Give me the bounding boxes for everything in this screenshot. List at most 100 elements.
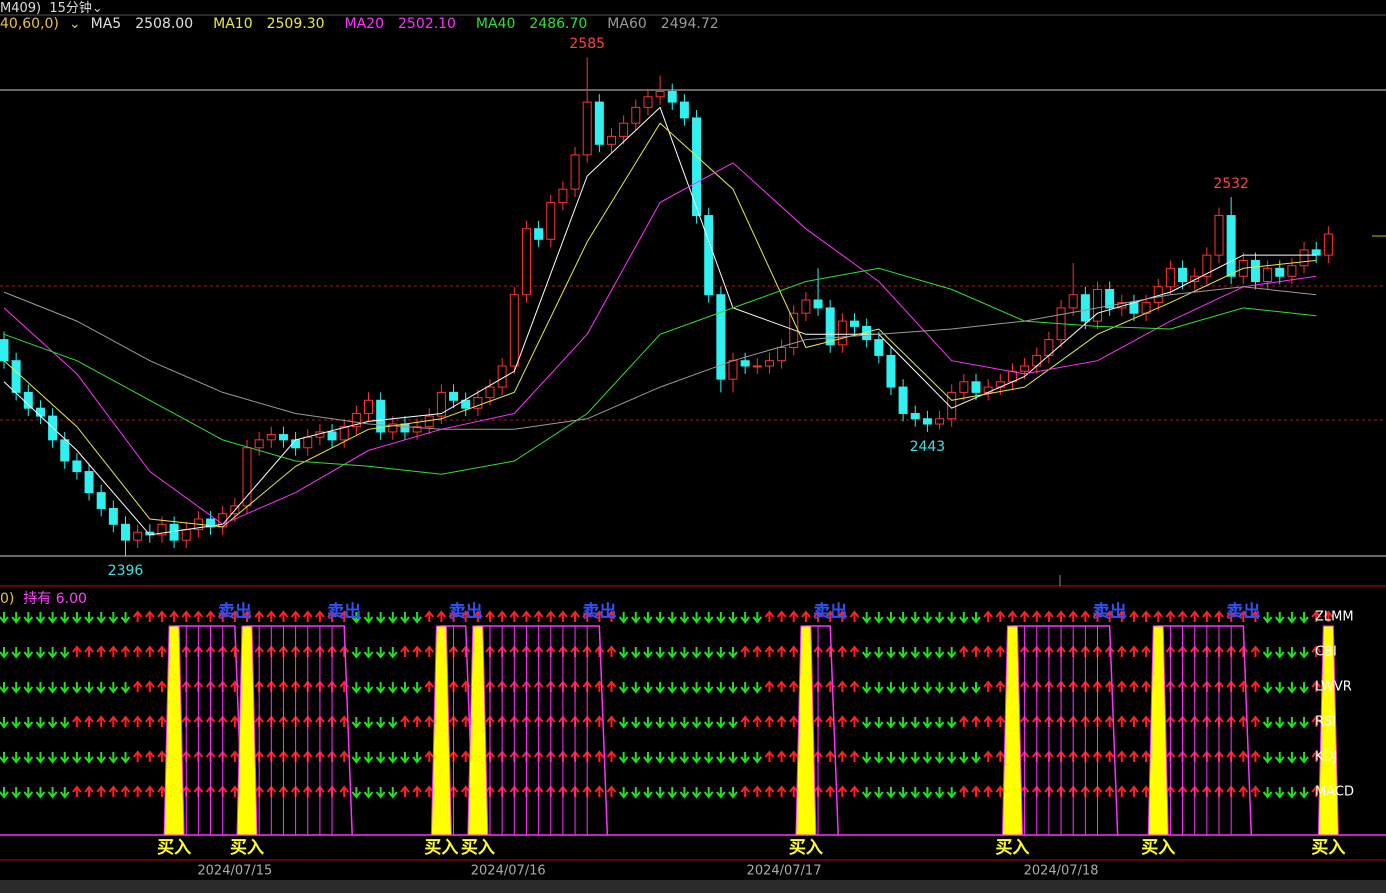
buy-bar	[1001, 625, 1023, 836]
legend-value: 2486.70	[529, 16, 588, 32]
ma-line	[3, 162, 1317, 525]
signal-down	[84, 682, 94, 694]
candle-body	[11, 360, 21, 393]
signal-up	[424, 750, 435, 762]
signal-down	[910, 647, 921, 659]
signal-down	[23, 717, 34, 729]
candle-body	[922, 418, 932, 425]
signal-up	[606, 785, 617, 797]
signal-down	[922, 682, 933, 694]
buy-label: 买入	[789, 838, 823, 858]
legend-name: MA5	[90, 16, 122, 32]
dropdown[interactable]: ⌄	[91, 1, 103, 16]
signal-down	[886, 787, 896, 799]
signal-down	[23, 682, 34, 694]
signal-up	[1177, 610, 1188, 622]
signal-down	[72, 612, 82, 624]
buy-bar	[467, 625, 489, 836]
signal-down	[728, 647, 738, 659]
signal-down	[1274, 682, 1285, 694]
signal-up	[242, 610, 252, 622]
signal-down	[59, 787, 70, 799]
signal-down	[0, 717, 9, 729]
signal-up	[1117, 750, 1127, 762]
candle-body	[121, 523, 130, 541]
params[interactable]: 40,60,0) ⌄	[0, 16, 81, 32]
signal-down	[351, 717, 362, 729]
signal-down	[874, 787, 884, 799]
signal-up	[1238, 610, 1249, 622]
signal-up	[157, 750, 167, 762]
signal-down	[618, 682, 629, 694]
signal-up	[849, 645, 860, 657]
signal-down	[375, 787, 386, 799]
candle-body	[376, 399, 386, 433]
signal-up	[460, 785, 471, 797]
signal-down	[728, 787, 738, 799]
signal-down	[728, 682, 738, 694]
signal-down	[400, 612, 410, 624]
signal-up	[132, 680, 143, 692]
signal-down	[388, 682, 398, 694]
signal-down	[412, 682, 422, 694]
signal-down	[11, 752, 21, 764]
candle-body	[558, 188, 568, 203]
signal-up	[193, 610, 204, 622]
signal-up	[594, 645, 605, 657]
signal-down	[643, 612, 653, 624]
signal-down	[11, 612, 21, 624]
signal-up	[460, 645, 471, 657]
x-tick-label: 2024/07/17	[747, 864, 822, 879]
signal-up	[400, 645, 410, 657]
signal-up	[971, 645, 981, 657]
signal-down	[11, 787, 21, 799]
holding: 持有 6.00	[23, 591, 87, 607]
signal-up	[983, 715, 993, 727]
candle-body	[971, 381, 981, 393]
signal-down	[898, 717, 908, 729]
signal-up	[315, 610, 325, 622]
signal-down	[631, 647, 641, 659]
signal-down	[655, 752, 665, 764]
signal-down	[363, 752, 374, 764]
signal-down	[703, 682, 714, 694]
signal-up	[764, 785, 775, 797]
signal-up	[740, 785, 750, 797]
candle-body	[777, 347, 787, 362]
signal-up	[1250, 785, 1261, 797]
signal-up	[1189, 610, 1200, 622]
period[interactable]: 15分钟	[49, 1, 92, 16]
candle-body	[23, 391, 33, 409]
signal-down	[667, 647, 678, 659]
signal-up	[545, 610, 556, 622]
signal-down	[47, 647, 58, 659]
signal-row-label: LWVR	[1315, 680, 1352, 695]
x-tick-label: 2024/07/15	[197, 864, 272, 879]
candle-body	[473, 397, 483, 409]
candle-body	[84, 471, 94, 494]
signal-up	[606, 680, 617, 692]
candle-body	[1214, 215, 1224, 256]
signal-up	[837, 750, 848, 762]
signal-down	[643, 752, 653, 764]
signal-down	[388, 787, 398, 799]
buy-label: 买入	[995, 838, 1029, 858]
buy-label: 买入	[157, 838, 191, 858]
signal-up	[145, 610, 155, 622]
signal-up	[424, 610, 435, 622]
signal-down	[946, 717, 957, 729]
candle-body	[485, 386, 495, 399]
buy-bar	[163, 625, 185, 836]
signal-down	[655, 787, 665, 799]
signal-up	[1141, 750, 1151, 762]
signal-down	[618, 787, 629, 799]
signal-up	[740, 715, 750, 727]
signal-down	[691, 682, 702, 694]
signal-up	[764, 645, 775, 657]
signal-down	[703, 647, 714, 659]
signal-up	[776, 645, 787, 657]
signal-up	[1311, 785, 1321, 797]
signal-down	[740, 682, 750, 694]
signal-up	[108, 715, 119, 727]
candle-body	[351, 412, 361, 428]
